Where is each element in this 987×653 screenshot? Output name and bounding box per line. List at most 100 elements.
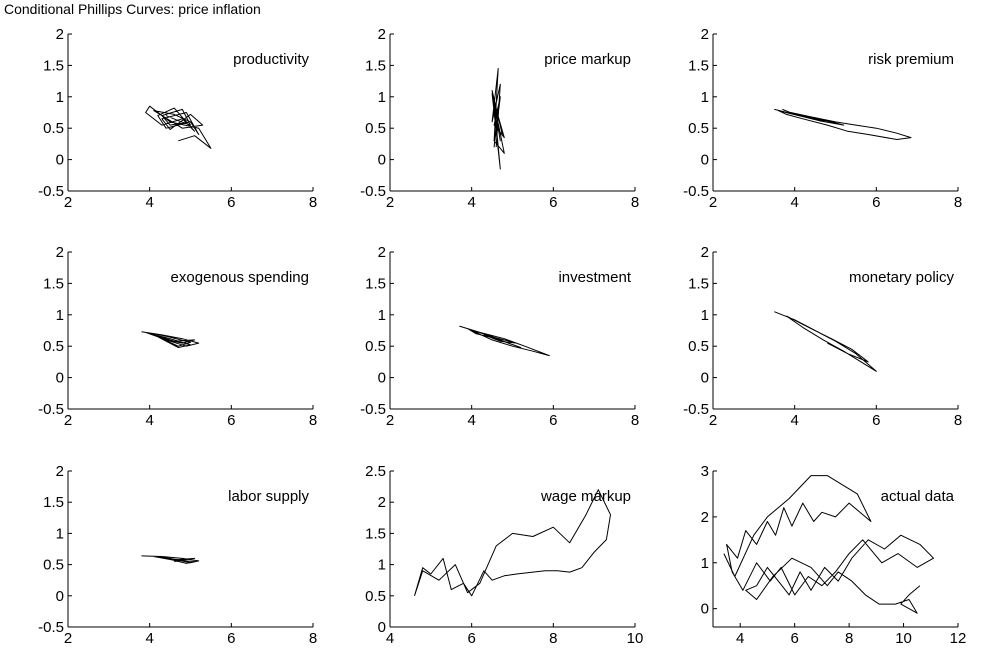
y-tick-label: 1 (701, 89, 709, 106)
series-line-labor-supply (141, 555, 200, 564)
x-tick-label: 8 (954, 412, 962, 429)
y-tick-label: 2 (701, 244, 709, 261)
y-tick-label: 0 (378, 370, 386, 387)
y-tick-label: 2.5 (365, 463, 386, 480)
panel-title: risk premium (868, 51, 954, 68)
x-tick-label: 4 (790, 412, 798, 429)
y-tick-label: 1.5 (365, 57, 386, 74)
x-tick-label: 8 (309, 194, 317, 211)
x-tick-label: 6 (549, 412, 557, 429)
x-tick-label: 4 (145, 412, 153, 429)
y-tick-label: 0.5 (688, 120, 709, 137)
x-tick-label: 4 (386, 630, 394, 647)
panel-title: price markup (544, 51, 631, 68)
y-tick-label: 0 (378, 152, 386, 169)
y-tick-label: 0.5 (688, 338, 709, 355)
y-tick-label: 2 (56, 244, 64, 261)
x-tick-label: 8 (954, 194, 962, 211)
series-line-exogenous-spending (141, 331, 200, 348)
x-tick-label: 8 (309, 412, 317, 429)
y-tick-label: 0 (56, 588, 64, 605)
series-line-productivity (145, 105, 212, 149)
y-tick-label: 1.5 (688, 57, 709, 74)
x-tick-label: 6 (872, 412, 880, 429)
x-tick-label: 2 (709, 412, 717, 429)
y-tick-label: 0 (701, 601, 709, 618)
y-tick-label: 0.5 (365, 588, 386, 605)
y-tick-label: 0 (56, 152, 64, 169)
panel-title: labor supply (228, 488, 309, 505)
y-tick-label: 2 (378, 494, 386, 511)
y-tick-label: 2 (701, 26, 709, 43)
panel-risk-premium: 2 4 6 8 -0.5 0 0.5 1 1.5 2 risk premium (683, 26, 962, 211)
y-tick-label: 1.5 (43, 275, 64, 292)
y-tick-label: -0.5 (360, 401, 386, 418)
y-tick-label: 1.5 (688, 275, 709, 292)
series-line-risk-premium (774, 108, 912, 140)
y-tick-label: 2 (56, 26, 64, 43)
x-tick-label: 4 (736, 630, 744, 647)
y-tick-label: 0.5 (365, 338, 386, 355)
x-tick-label: 4 (467, 412, 475, 429)
series-line-investment (459, 325, 550, 357)
x-tick-label: 8 (309, 630, 317, 647)
series-line-monetary-policy (774, 311, 877, 372)
x-tick-label: 8 (631, 194, 639, 211)
y-tick-label: 3 (701, 463, 709, 480)
panel-wage-markup: 4 6 8 10 0 0.5 1 1.5 2 2.5 wage markup (365, 463, 643, 647)
x-tick-label: 6 (227, 412, 235, 429)
y-tick-label: 0.5 (43, 557, 64, 574)
y-tick-label: -0.5 (38, 183, 64, 200)
panel-title: actual data (881, 488, 955, 505)
y-tick-label: -0.5 (38, 619, 64, 636)
y-tick-label: 1 (378, 89, 386, 106)
x-tick-label: 8 (549, 630, 557, 647)
series-line-price-markup (491, 68, 505, 170)
panel-labor-supply: 2 4 6 8 -0.5 0 0.5 1 1.5 2 labor supply (38, 463, 317, 647)
x-tick-label: 6 (227, 630, 235, 647)
x-tick-label: 4 (790, 194, 798, 211)
x-tick-label: 4 (145, 194, 153, 211)
x-tick-label: 2 (709, 194, 717, 211)
x-tick-label: 2 (386, 412, 394, 429)
x-tick-label: 10 (627, 630, 644, 647)
x-tick-label: 6 (227, 194, 235, 211)
y-tick-label: 2 (378, 244, 386, 261)
x-tick-label: 2 (64, 412, 72, 429)
x-tick-label: 6 (467, 630, 475, 647)
panel-title: exogenous spending (171, 269, 309, 286)
y-tick-label: 1 (56, 89, 64, 106)
y-tick-label: 1.5 (43, 57, 64, 74)
x-tick-label: 4 (145, 630, 153, 647)
x-tick-label: 2 (386, 194, 394, 211)
y-tick-label: 0.5 (43, 120, 64, 137)
y-tick-label: -0.5 (38, 401, 64, 418)
y-tick-label: 1 (378, 557, 386, 574)
y-tick-label: 1 (378, 307, 386, 324)
y-tick-label: -0.5 (683, 183, 709, 200)
y-tick-label: 0 (378, 619, 386, 636)
series-line-wage-markup (414, 489, 611, 597)
y-tick-label: 0 (701, 152, 709, 169)
panel-productivity: 2 4 6 8 -0.5 0 0.5 1 1.5 2 productivity (38, 26, 317, 211)
x-tick-label: 4 (467, 194, 475, 211)
panel-monetary-policy: 2 4 6 8 -0.5 0 0.5 1 1.5 2 monetary policy (683, 244, 962, 429)
panel-investment: 2 4 6 8 -0.5 0 0.5 1 1.5 2 investment (360, 244, 639, 429)
y-tick-label: 1 (701, 307, 709, 324)
y-tick-label: 0 (56, 370, 64, 387)
x-tick-label: 2 (64, 630, 72, 647)
panel-price-markup: 2 4 6 8 -0.5 0 0.5 1 1.5 2 price markup (360, 26, 639, 211)
y-tick-label: 0 (701, 370, 709, 387)
y-tick-label: -0.5 (360, 183, 386, 200)
x-tick-label: 6 (790, 630, 798, 647)
panel-title: monetary policy (849, 269, 955, 286)
y-tick-label: 1 (56, 307, 64, 324)
x-tick-label: 12 (950, 630, 967, 647)
series-line-actual-data (723, 475, 934, 614)
panel-title: investment (558, 269, 631, 286)
x-tick-label: 2 (64, 194, 72, 211)
panel-title: productivity (233, 51, 309, 68)
x-tick-label: 6 (549, 194, 557, 211)
y-tick-label: 0.5 (43, 338, 64, 355)
